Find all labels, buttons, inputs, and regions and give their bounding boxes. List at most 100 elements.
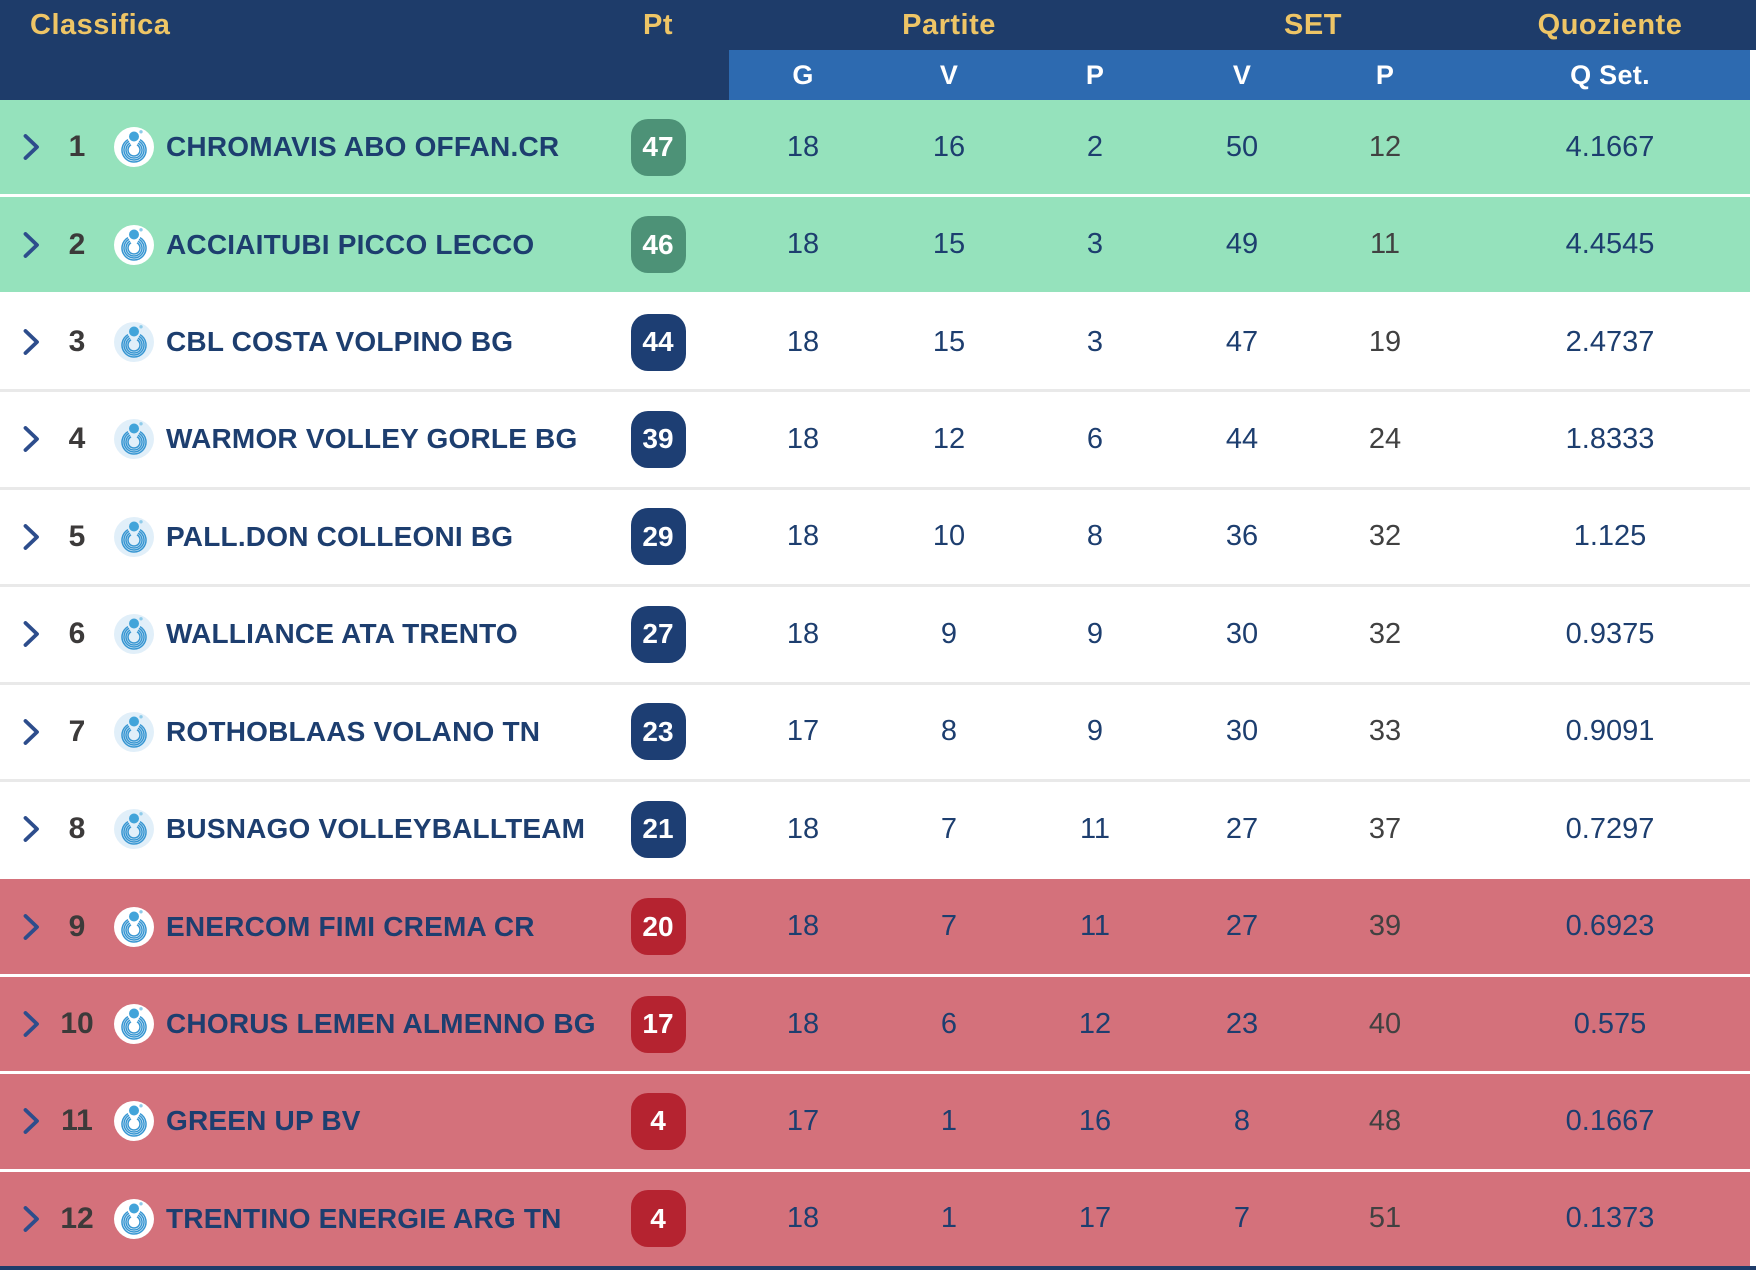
row-expand-button[interactable]	[14, 782, 48, 876]
team-logo	[111, 392, 157, 486]
points-badge: 39	[630, 410, 686, 468]
chevron-right-icon	[23, 913, 39, 940]
subheader-band	[729, 50, 1750, 100]
stat-partite-v: 15	[932, 228, 966, 261]
rank-label: 7	[68, 714, 86, 748]
rank-label: 9	[68, 909, 86, 943]
chevron-right-icon	[23, 1108, 39, 1135]
row-expand-button[interactable]	[14, 295, 48, 389]
table-body: 1 CHROMAVIS ABO OFFAN.CR 47 18 16 2 50	[0, 100, 1756, 1267]
table-row[interactable]: 4 WARMOR VOLLEY GORLE BG 39 18 12 6 44	[0, 389, 1756, 487]
stat-set-v: 8	[1233, 1104, 1251, 1137]
chevron-right-icon	[23, 329, 39, 355]
stat-q-set: 1.125	[1573, 520, 1647, 553]
points-badge-cell: 29	[629, 490, 687, 584]
team-logo	[111, 1074, 157, 1168]
table-row[interactable]: 6 WALLIANCE ATA TRENTO 27 18 9 9 30	[0, 584, 1756, 682]
points-badge: 4	[630, 1092, 686, 1150]
stat-partite-g: 17	[786, 1104, 820, 1137]
stat-set-p: 24	[1368, 422, 1402, 455]
row-expand-button[interactable]	[14, 685, 48, 779]
stat-set-p: 32	[1368, 617, 1402, 650]
team-name: BUSNAGO VOLLEYBALLTEAM	[166, 813, 586, 845]
points-badge-cell: 20	[629, 879, 687, 973]
stat-set-v: 30	[1225, 617, 1259, 650]
rank-label: 6	[68, 617, 86, 651]
points-badge-cell: 4	[629, 1172, 687, 1266]
stat-set-v: 27	[1225, 812, 1259, 845]
chevron-right-icon	[23, 426, 39, 453]
team-name: CHORUS LEMEN ALMENNO BG	[166, 1008, 596, 1039]
stat-q-set: 0.1373	[1565, 1202, 1655, 1235]
table-row[interactable]: 10 CHORUS LEMEN ALMENNO BG 17 18 6 12 2	[0, 973, 1756, 1072]
table-subheader: G V P V P Q Set.	[0, 50, 1756, 100]
table-row[interactable]: 3 CBL COSTA VOLPINO BG 44 18 15 3 47	[0, 291, 1756, 390]
row-expand-button[interactable]	[14, 490, 48, 584]
volleyball-player-logo-icon	[114, 809, 154, 850]
chevron-right-icon	[23, 621, 39, 648]
stat-partite-g: 18	[786, 325, 820, 358]
rank-label: 10	[60, 1007, 94, 1040]
row-expand-button[interactable]	[14, 100, 48, 194]
stat-set-p: 51	[1368, 1202, 1402, 1235]
stat-partite-v: 8	[940, 715, 958, 748]
row-expand-button[interactable]	[14, 1172, 48, 1266]
table-row[interactable]: 9 ENERCOM FIMI CREMA CR 20 18 7 11 27	[0, 876, 1756, 974]
table-row[interactable]: 1 CHROMAVIS ABO OFFAN.CR 47 18 16 2 50	[0, 100, 1756, 195]
stat-partite-p: 3	[1086, 228, 1104, 261]
stat-set-p: 39	[1368, 910, 1402, 943]
stat-q-set: 1.8333	[1565, 422, 1655, 455]
team-logo	[111, 782, 157, 876]
subcolumn-header-partite-p: P	[1085, 59, 1105, 90]
stat-q-set: 0.575	[1573, 1007, 1647, 1040]
team-logo	[111, 1172, 157, 1266]
stat-partite-v: 16	[932, 130, 966, 163]
stat-set-v: 44	[1225, 422, 1259, 455]
rank-label: 11	[61, 1104, 93, 1138]
team-logo	[111, 587, 157, 681]
row-expand-button[interactable]	[14, 587, 48, 681]
table-row[interactable]: 11 GREEN UP BV 4 17 1 16 8 48	[0, 1071, 1756, 1169]
row-expand-button[interactable]	[14, 1074, 48, 1168]
points-badge-cell: 39	[629, 392, 687, 486]
stat-partite-p: 16	[1078, 1104, 1112, 1137]
row-expand-button[interactable]	[14, 977, 48, 1071]
stat-set-p: 37	[1368, 812, 1402, 845]
table-row[interactable]: 5 PALL.DON COLLEONI BG 29 18 10 8 36	[0, 486, 1756, 585]
row-expand-button[interactable]	[14, 879, 48, 973]
points-badge-cell: 44	[629, 295, 687, 389]
stat-set-v: 30	[1225, 715, 1259, 748]
stat-set-v: 49	[1225, 228, 1259, 261]
stat-partite-v: 1	[940, 1202, 958, 1235]
points-badge: 21	[630, 800, 686, 858]
team-name: PALL.DON COLLEONI BG	[166, 520, 514, 552]
table-row[interactable]: 2 ACCIAITUBI PICCO LECCO 46 18 15 3 49	[0, 194, 1756, 292]
stat-set-p: 12	[1368, 130, 1402, 163]
row-expand-button[interactable]	[14, 392, 48, 486]
subcolumn-header-set-p: P	[1375, 59, 1395, 90]
team-name: GREEN UP BV	[166, 1105, 361, 1137]
row-expand-button[interactable]	[14, 197, 48, 291]
points-badge: 46	[630, 216, 686, 274]
rank-label: 1	[68, 130, 86, 164]
stat-partite-p: 17	[1078, 1202, 1112, 1235]
rank-label: 5	[68, 519, 86, 553]
table-row[interactable]: 7 ROTHOBLAAS VOLANO TN 23 17 8 9 30	[0, 681, 1756, 779]
column-header-quoziente: Quoziente	[1537, 8, 1683, 41]
team-name: WALLIANCE ATA TRENTO	[166, 618, 518, 650]
volleyball-player-logo-icon	[114, 1004, 154, 1044]
team-name: TRENTINO ENERGIE ARG TN	[166, 1202, 562, 1234]
rank-label: 8	[68, 812, 86, 846]
table-row[interactable]: 12 TRENTINO ENERGIE ARG TN 4 18 1 17 7	[0, 1168, 1756, 1267]
team-logo	[111, 490, 157, 584]
stat-partite-v: 7	[940, 812, 958, 845]
volleyball-player-logo-icon	[114, 906, 154, 947]
team-logo	[111, 100, 157, 194]
column-group-header-set: SET	[1284, 8, 1342, 41]
team-name: CHROMAVIS ABO OFFAN.CR	[166, 131, 560, 163]
stat-partite-g: 18	[786, 1007, 820, 1040]
points-badge-cell: 17	[629, 977, 687, 1071]
team-name: ROTHOBLAAS VOLANO TN	[166, 715, 541, 747]
table-row[interactable]: 8 BUSNAGO VOLLEYBALLTEAM 21 18 7 11 27	[0, 778, 1756, 877]
team-name: ENERCOM FIMI CREMA CR	[166, 910, 535, 942]
